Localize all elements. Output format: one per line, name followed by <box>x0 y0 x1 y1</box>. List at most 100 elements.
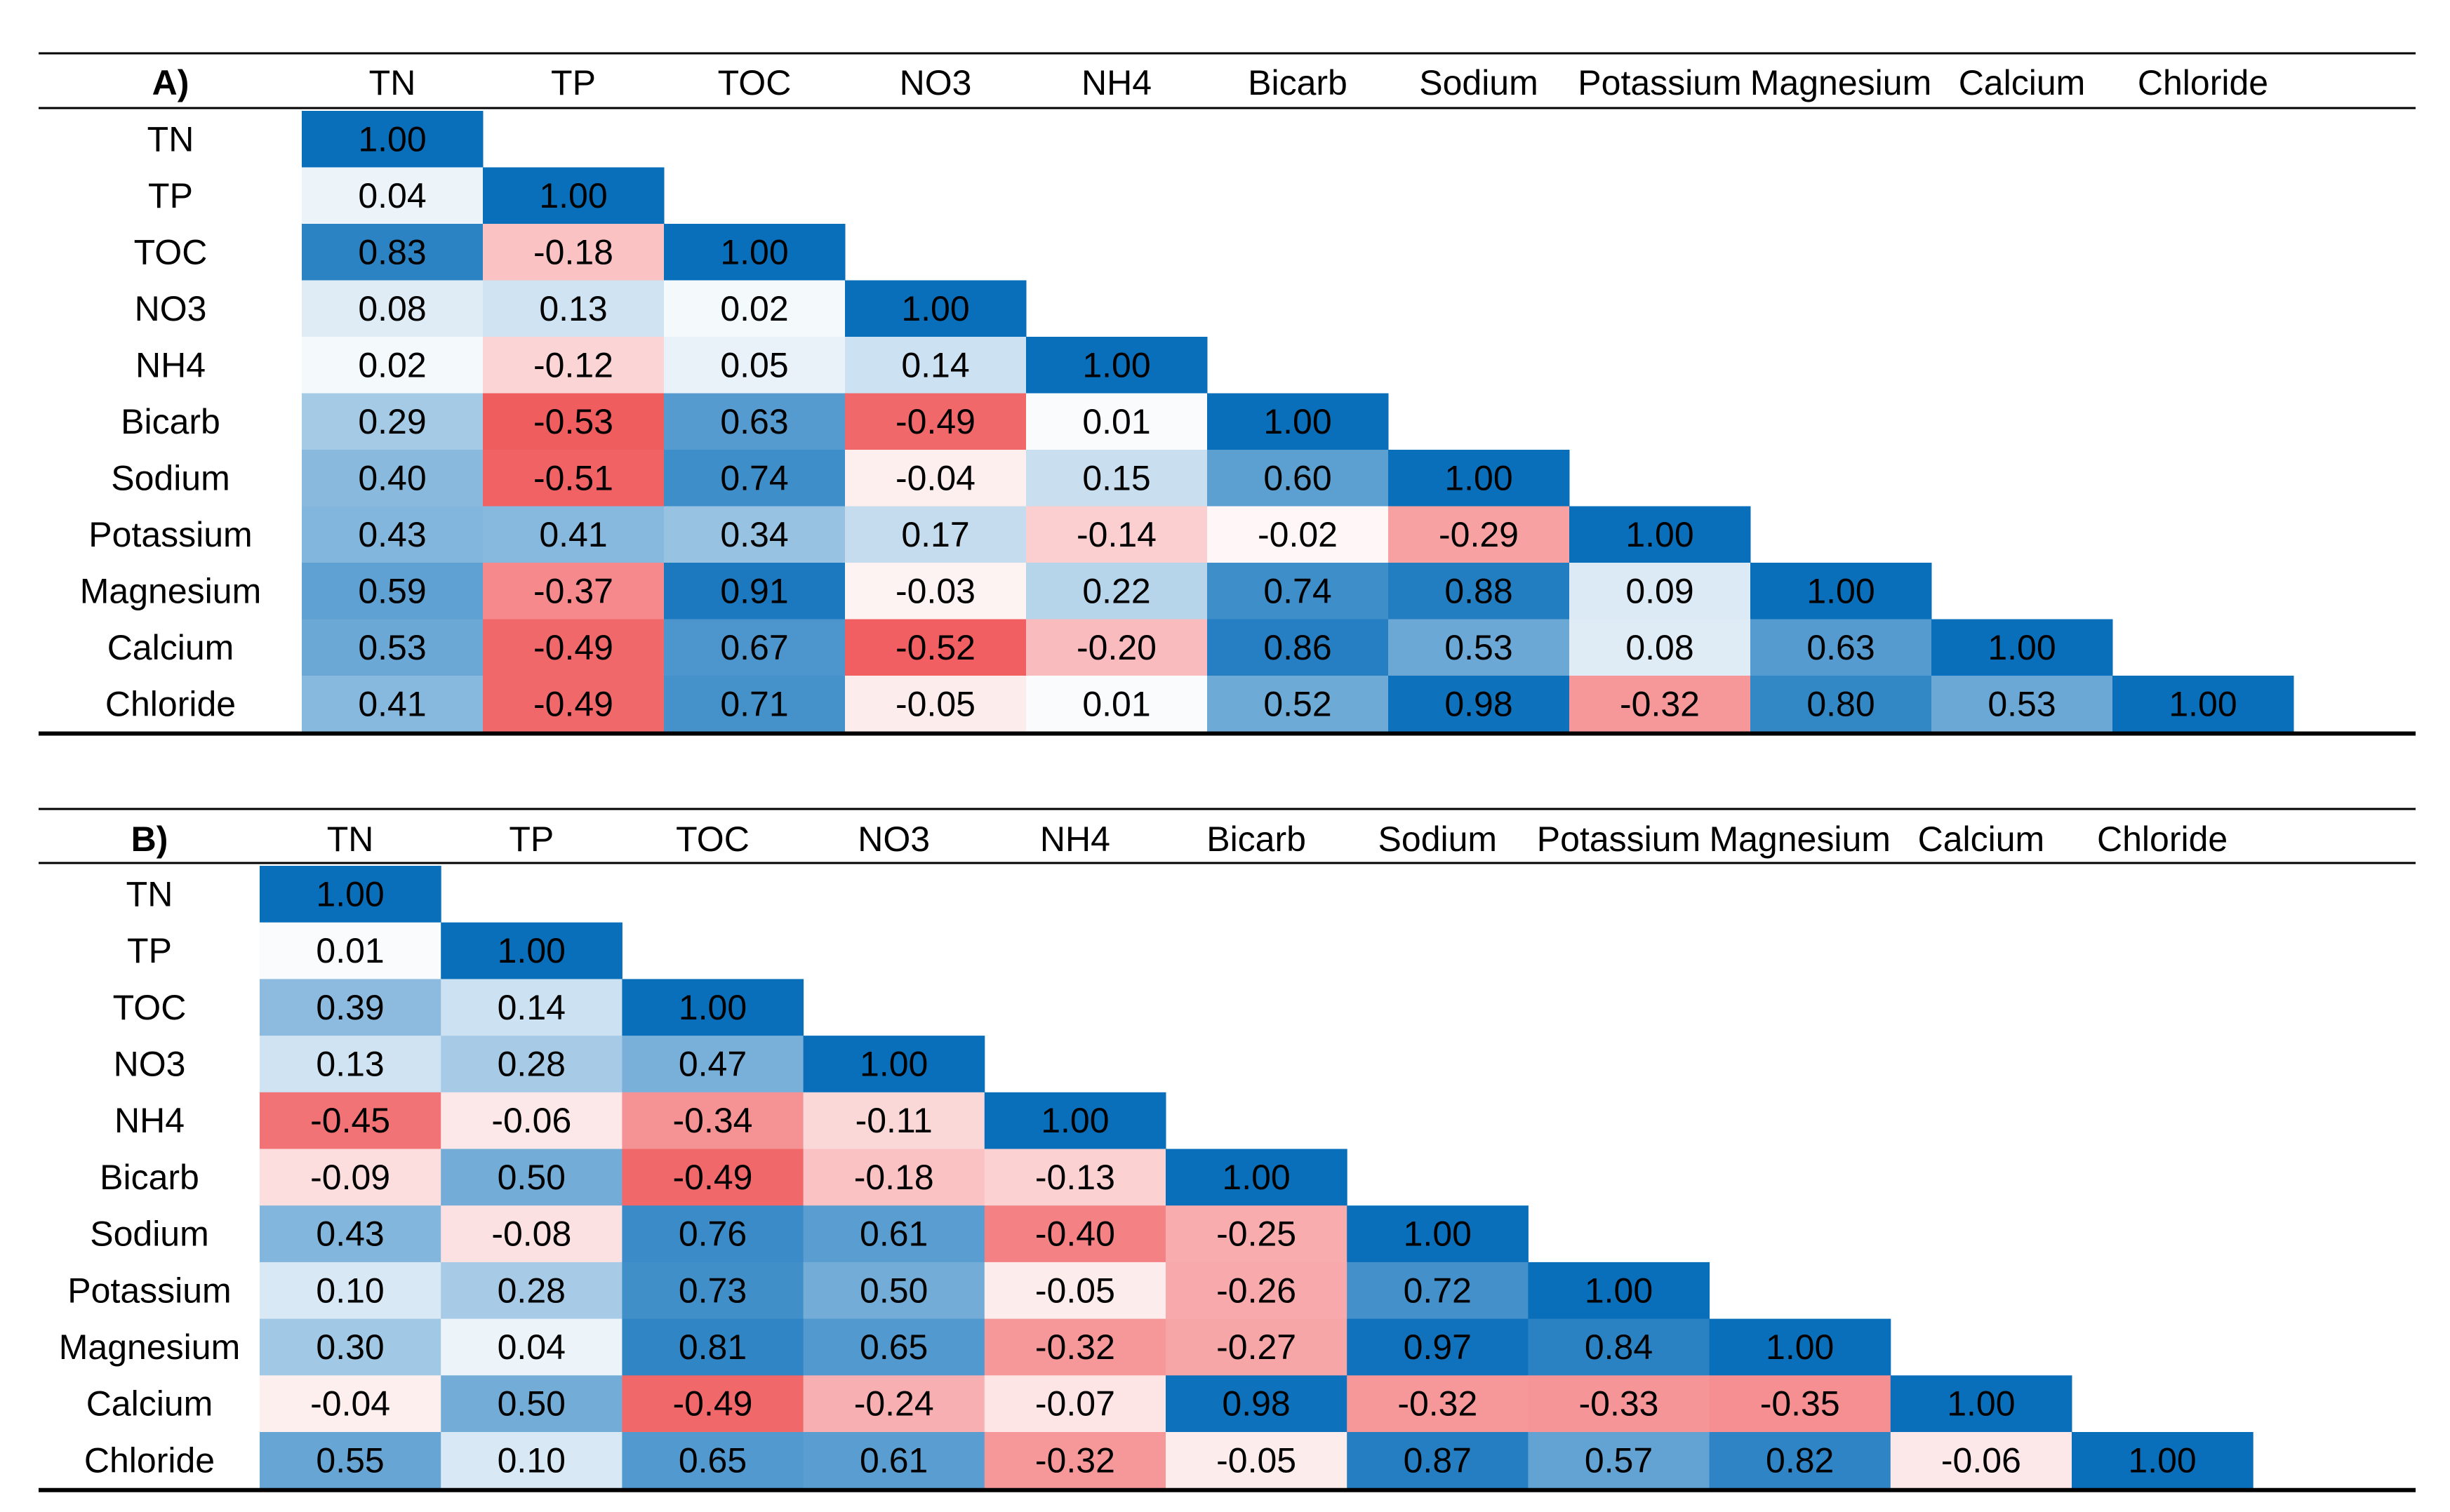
heatmap-cell-chloride-bicarb <box>1207 676 1389 732</box>
cell-value-label: 1.00 <box>1625 515 1693 554</box>
cell-value-label: 0.08 <box>358 289 426 328</box>
row-label-magnesium: Magnesium <box>80 571 261 610</box>
heatmap-cell-nh4-tp <box>441 1092 623 1149</box>
column-header-magnesium: Magnesium <box>1750 63 1931 102</box>
heatmap-cell-sodium-sodium <box>1347 1205 1529 1263</box>
heatmap-cell-magnesium-sodium <box>1347 1318 1529 1376</box>
cell-value-label: 0.15 <box>1082 458 1150 497</box>
cell-value-label: 1.00 <box>860 1044 928 1083</box>
cell-value-label: -0.40 <box>1035 1215 1115 1254</box>
heatmap-cell-chloride-no3 <box>803 1432 985 1490</box>
heatmap-cell-toc-toc <box>622 979 804 1036</box>
cell-value-label: 0.65 <box>679 1440 747 1480</box>
heatmap-cell-sodium-tn <box>260 1205 441 1263</box>
heatmap-cell-chloride-magnesium <box>1709 1432 1891 1490</box>
heatmap-cell-potassium-potassium <box>1528 1262 1710 1320</box>
column-header-chloride: Chloride <box>2097 819 2228 859</box>
heatmap-cell-bicarb-tn <box>260 1149 441 1206</box>
heatmap-cell-bicarb-no3 <box>845 393 1027 450</box>
heatmap-cell-chloride-toc <box>664 676 846 732</box>
cell-value-label: -0.27 <box>1216 1327 1296 1367</box>
heatmap-cell-potassium-bicarb <box>1166 1262 1347 1320</box>
heatmap-cell-potassium-potassium <box>1569 506 1751 563</box>
heatmap-cell-bicarb-toc <box>622 1149 804 1206</box>
cell-value-label: -0.32 <box>1035 1327 1115 1367</box>
column-header-chloride: Chloride <box>2138 63 2268 102</box>
cell-value-label: -0.49 <box>533 684 613 723</box>
heatmap-cell-calcium-no3 <box>803 1375 985 1433</box>
heatmap-cell-chloride-tp <box>483 676 665 732</box>
heatmap-cell-chloride-nh4 <box>1026 676 1208 732</box>
heatmap-cell-sodium-no3 <box>845 450 1027 507</box>
cell-value-label: 1.00 <box>1766 1327 1834 1367</box>
column-header-tp: TP <box>551 63 596 102</box>
cell-value-label: 0.59 <box>358 571 426 610</box>
cell-value-label: 1.00 <box>1082 345 1150 384</box>
heatmap-cell-magnesium-magnesium <box>1750 563 1932 620</box>
heatmap-cell-calcium-nh4 <box>1026 619 1208 676</box>
cell-value-label: -0.07 <box>1035 1384 1115 1424</box>
cell-value-label: -0.45 <box>310 1101 390 1140</box>
heatmap-cell-calcium-sodium <box>1388 619 1570 676</box>
cell-value-label: 0.73 <box>679 1271 747 1310</box>
cell-value-label: -0.35 <box>1760 1384 1840 1424</box>
heatmap-cell-magnesium-bicarb <box>1166 1318 1347 1376</box>
cell-value-label: -0.34 <box>673 1101 753 1140</box>
column-header-nh4: NH4 <box>1081 63 1152 102</box>
cell-value-label: 1.00 <box>358 119 426 159</box>
cell-value-label: 0.10 <box>316 1271 384 1310</box>
cell-value-label: 1.00 <box>1041 1101 1109 1140</box>
cell-value-label: 0.22 <box>1082 571 1150 610</box>
cell-value-label: 0.97 <box>1404 1327 1472 1367</box>
heatmap-cell-bicarb-bicarb <box>1207 393 1389 450</box>
row-label-calcium: Calcium <box>107 628 234 667</box>
column-header-sodium: Sodium <box>1378 819 1498 859</box>
row-label-potassium: Potassium <box>67 1271 231 1310</box>
heatmap-cell-toc-toc <box>664 224 846 281</box>
heatmap-cell-chloride-chloride <box>2112 676 2294 732</box>
cell-value-label: -0.05 <box>1216 1440 1296 1480</box>
cell-value-label: 0.52 <box>1263 684 1331 723</box>
cell-value-label: 0.41 <box>358 684 426 723</box>
cell-value-label: -0.26 <box>1216 1271 1296 1310</box>
cell-value-label: 0.13 <box>539 289 607 328</box>
heatmap-cell-calcium-toc <box>622 1375 804 1433</box>
cell-value-label: 0.61 <box>860 1440 928 1480</box>
panel-b-correlation-matrix: 1.00 0.01 1.00 0.39 0.14 1.00 0.13 0.28 0.47 1.00… <box>39 808 2416 1492</box>
heatmap-cell-chloride-potassium <box>1569 676 1751 732</box>
cell-value-label: -0.51 <box>533 458 613 497</box>
heatmap-cell-chloride-nh4 <box>984 1432 1166 1490</box>
column-header-sodium: Sodium <box>1419 63 1538 102</box>
cell-value-label: 1.00 <box>1806 571 1875 610</box>
cell-value-label: 0.09 <box>1625 571 1693 610</box>
heatmap-cell-magnesium-toc <box>664 563 846 620</box>
cell-value-label: 0.53 <box>358 628 426 667</box>
cell-value-label: -0.49 <box>533 628 613 667</box>
row-label-no3: NO3 <box>135 289 207 328</box>
heatmap-cell-calcium-potassium <box>1569 619 1751 676</box>
heatmap-cell-tp-tp <box>441 922 623 979</box>
cell-value-label: -0.02 <box>1258 515 1338 554</box>
heatmap-cell-calcium-bicarb <box>1207 619 1389 676</box>
heatmap-cell-potassium-tn <box>260 1262 441 1320</box>
heatmap-cell-calcium-tp <box>483 619 665 676</box>
heatmap-cell-magnesium-nh4 <box>984 1318 1166 1376</box>
cell-value-label: 0.01 <box>1082 402 1150 441</box>
heatmap-cell-magnesium-potassium <box>1569 563 1751 620</box>
panel-a-correlation-matrix: 1.00 0.04 1.00 0.83 -0.18 1.00 0.08 0.13 0.02 1.0… <box>39 52 2416 736</box>
heatmap-cell-calcium-tp <box>441 1375 623 1433</box>
cell-value-label: 0.67 <box>720 628 788 667</box>
cell-value-label: -0.04 <box>896 458 976 497</box>
cell-value-label: -0.53 <box>533 402 613 441</box>
cell-value-label: 0.91 <box>720 571 788 610</box>
heatmap-cell-calcium-no3 <box>845 619 1027 676</box>
heatmap-cell-chloride-potassium <box>1528 1432 1710 1490</box>
heatmap-cell-magnesium-tp <box>483 563 665 620</box>
heatmap-cell-toc-tn <box>260 979 441 1036</box>
row-label-toc: TOC <box>134 232 208 272</box>
cell-value-label: 0.04 <box>358 176 426 215</box>
heatmap-cell-magnesium-sodium <box>1388 563 1570 620</box>
cell-value-label: -0.29 <box>1439 515 1519 554</box>
cell-value-label: -0.18 <box>533 232 613 272</box>
row-label-toc: TOC <box>113 988 187 1027</box>
